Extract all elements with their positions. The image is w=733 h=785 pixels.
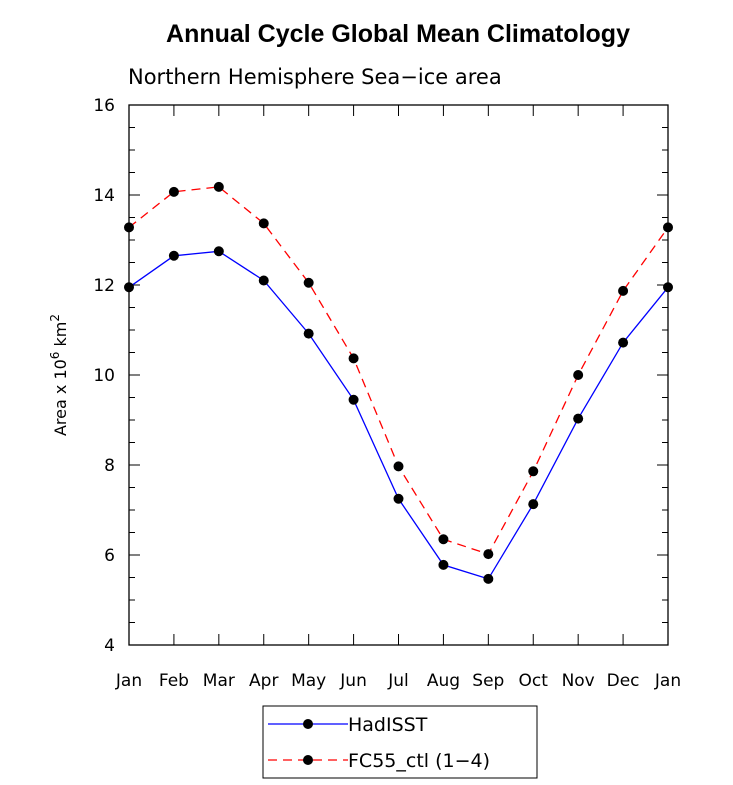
data-point — [573, 413, 584, 424]
data-point — [483, 549, 494, 560]
data-point — [663, 282, 673, 293]
data-point — [303, 328, 314, 339]
legend-box — [262, 705, 538, 779]
data-point — [168, 250, 179, 261]
data-point — [213, 246, 224, 257]
x-tick-label: May — [291, 671, 326, 691]
data-point — [258, 218, 269, 229]
data-point — [213, 181, 224, 192]
x-tick-label: Mar — [203, 671, 235, 691]
x-tick-label: Jan — [115, 671, 142, 691]
data-point — [258, 275, 269, 286]
chart-subtitle: Northern Hemisphere Sea−ice area — [128, 65, 502, 89]
data-point — [573, 370, 584, 380]
data-point — [348, 394, 359, 405]
legend-label-fc55: FC55_ctl (1−4) — [348, 750, 490, 772]
data-point — [393, 461, 404, 472]
x-tick-label: Dec — [607, 671, 640, 691]
data-point — [393, 493, 404, 504]
chart-title: Annual Cycle Global Mean Climatology — [166, 20, 630, 48]
y-tick-label: 6 — [104, 546, 115, 566]
x-tick-label: Oct — [519, 671, 549, 691]
data-point — [663, 222, 673, 233]
y-axis: 4 6 8 10 12 14 16 — [93, 96, 668, 656]
legend-marker-hadisst — [303, 719, 313, 729]
x-tick-label: Jul — [387, 671, 409, 691]
data-point — [618, 285, 629, 296]
legend-marker-fc55 — [303, 755, 313, 765]
data-point — [303, 277, 314, 288]
y-tick-label: 8 — [104, 456, 115, 476]
legend: HadISST FC55_ctl (1−4) — [262, 705, 538, 779]
y-tick-label: 14 — [93, 186, 115, 206]
data-point — [438, 534, 449, 545]
y-tick-label: 4 — [104, 636, 115, 656]
y-axis-label-exponent: 6 — [48, 352, 62, 360]
data-point — [438, 559, 449, 570]
y-axis-label: Area x 106 km2 — [48, 314, 70, 436]
data-point — [348, 353, 359, 364]
x-axis: Jan Feb Mar Apr May Jun Jul Aug Sep Oct Nov Dec Jan — [115, 105, 681, 691]
x-tick-label: Jun — [339, 671, 367, 691]
y-axis-label-base: Area x 10 — [51, 359, 70, 436]
y-tick-label: 16 — [93, 96, 115, 116]
y-tick-label: 10 — [93, 366, 115, 386]
legend-label-hadisst: HadISST — [348, 714, 428, 736]
plot-frame — [128, 104, 669, 646]
plot-border — [128, 104, 669, 646]
y-axis-label-unit: km — [51, 322, 70, 352]
x-tick-label: Jan — [654, 671, 681, 691]
data-point — [168, 186, 179, 197]
data-point — [528, 466, 539, 477]
x-tick-label: Feb — [159, 671, 189, 691]
data-point — [483, 573, 494, 584]
data-point — [124, 222, 134, 233]
x-tick-label: Apr — [249, 671, 278, 691]
series-layer — [124, 181, 673, 584]
x-tick-label: Nov — [562, 671, 595, 691]
data-point — [528, 499, 539, 510]
x-tick-label: Aug — [427, 671, 460, 691]
data-point — [124, 282, 134, 293]
series-line-0 — [128, 250, 669, 580]
y-axis-label-unit-exponent: 2 — [48, 314, 62, 322]
y-tick-label: 12 — [93, 276, 115, 296]
x-tick-label: Sep — [472, 671, 504, 691]
data-point — [618, 337, 629, 348]
